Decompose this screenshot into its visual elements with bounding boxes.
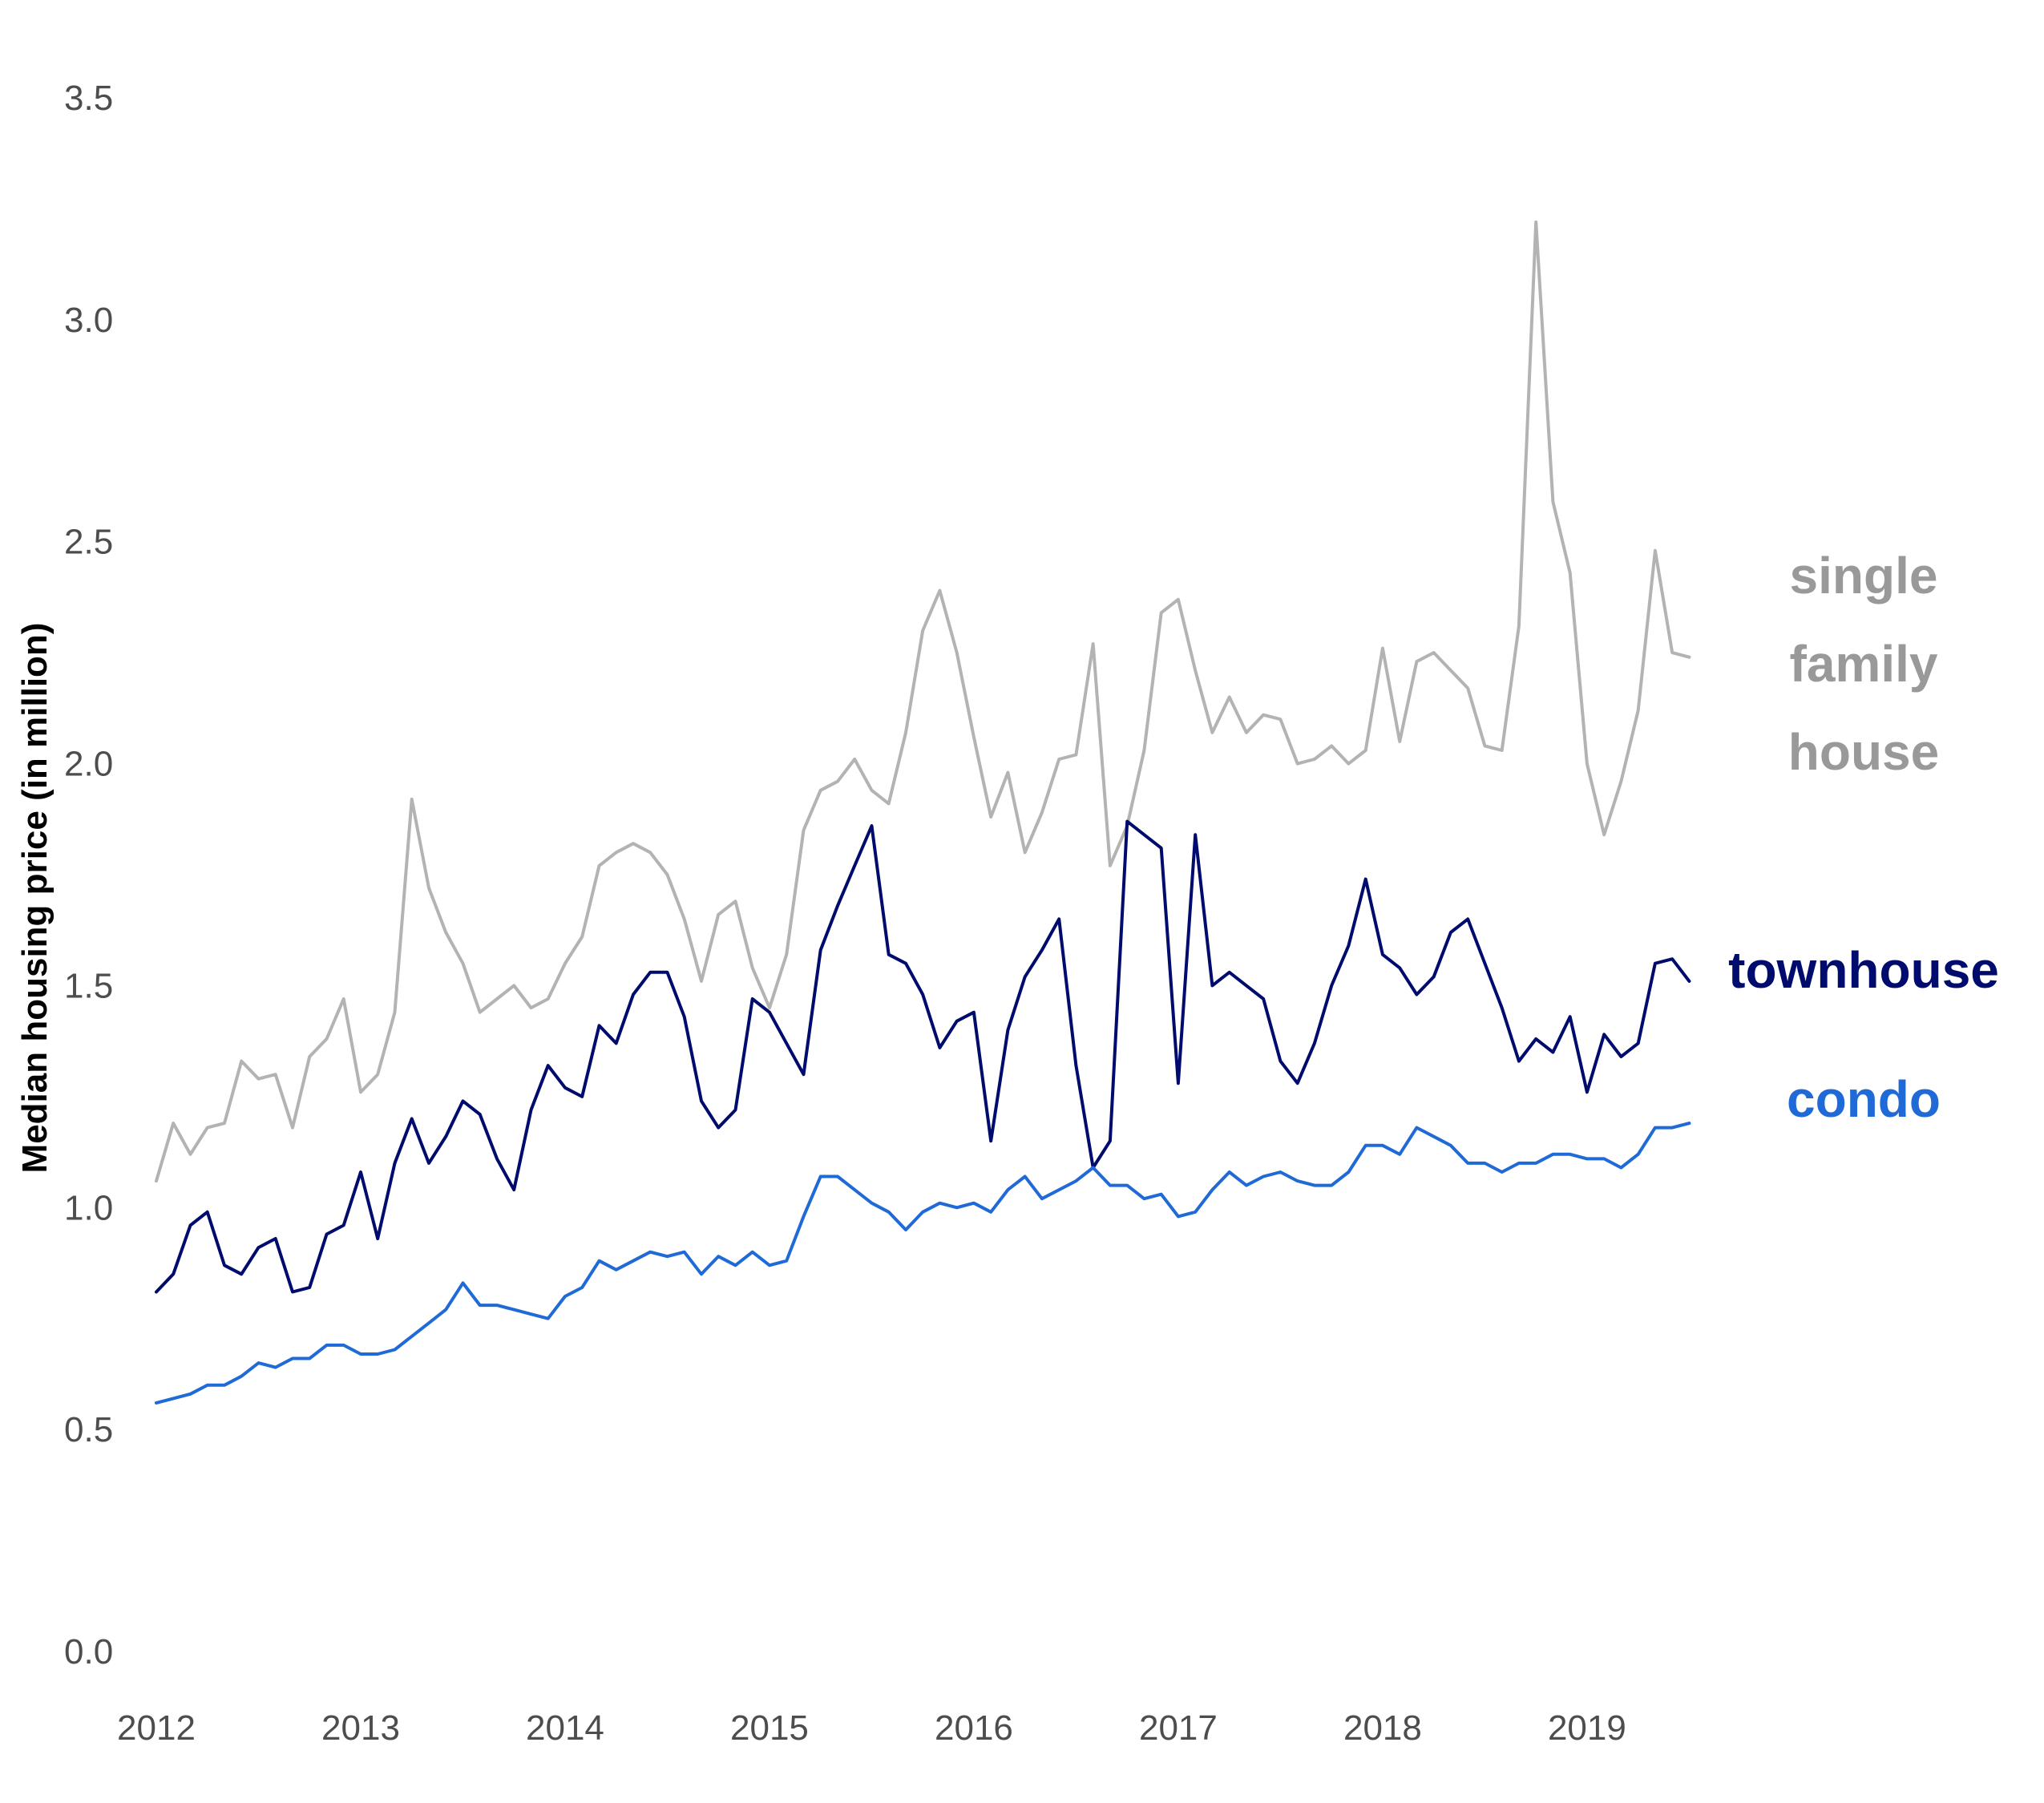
x-tick-label: 2018 — [1343, 1708, 1422, 1748]
y-tick-label: 2.0 — [64, 745, 113, 784]
y-tick-label: 0.5 — [64, 1410, 113, 1449]
y-tick-label: 0.0 — [64, 1632, 113, 1672]
x-tick-label: 2017 — [1139, 1708, 1218, 1748]
x-tick-label: 2016 — [935, 1708, 1013, 1748]
y-tick-label: 3.5 — [64, 79, 113, 118]
x-tick-label: 2013 — [321, 1708, 400, 1748]
x-tick-label: 2012 — [117, 1708, 196, 1748]
series-label: single — [1790, 547, 1938, 604]
x-tick-label: 2015 — [730, 1708, 809, 1748]
y-tick-label: 1.0 — [64, 1188, 113, 1227]
y-tick-label: 1.5 — [64, 966, 113, 1005]
series-line-condo — [155, 1122, 1691, 1405]
series-label: house — [1788, 723, 1939, 781]
y-axis-label: Median housing price (in million) — [15, 623, 55, 1174]
series-label: townhouse — [1728, 941, 1999, 999]
y-axis: 0.0 0.5 1.0 1.5 2.0 2.5 3.0 3.5 — [64, 79, 113, 1672]
series-line-single-family-house — [155, 220, 1691, 1183]
y-tick-label: 2.5 — [64, 523, 113, 562]
series-labels: single family house townhouse condo — [1728, 547, 1999, 1128]
series-label: family — [1790, 635, 1938, 693]
x-tick-label: 2019 — [1548, 1708, 1626, 1748]
series-label: condo — [1787, 1070, 1941, 1128]
series-lines — [155, 220, 1691, 1405]
series-line-townhouse — [155, 819, 1691, 1294]
x-axis: 2012 2013 2014 2015 2016 2017 2018 2019 — [117, 1708, 1626, 1748]
y-tick-label: 3.0 — [64, 301, 113, 340]
x-tick-label: 2014 — [526, 1708, 604, 1748]
